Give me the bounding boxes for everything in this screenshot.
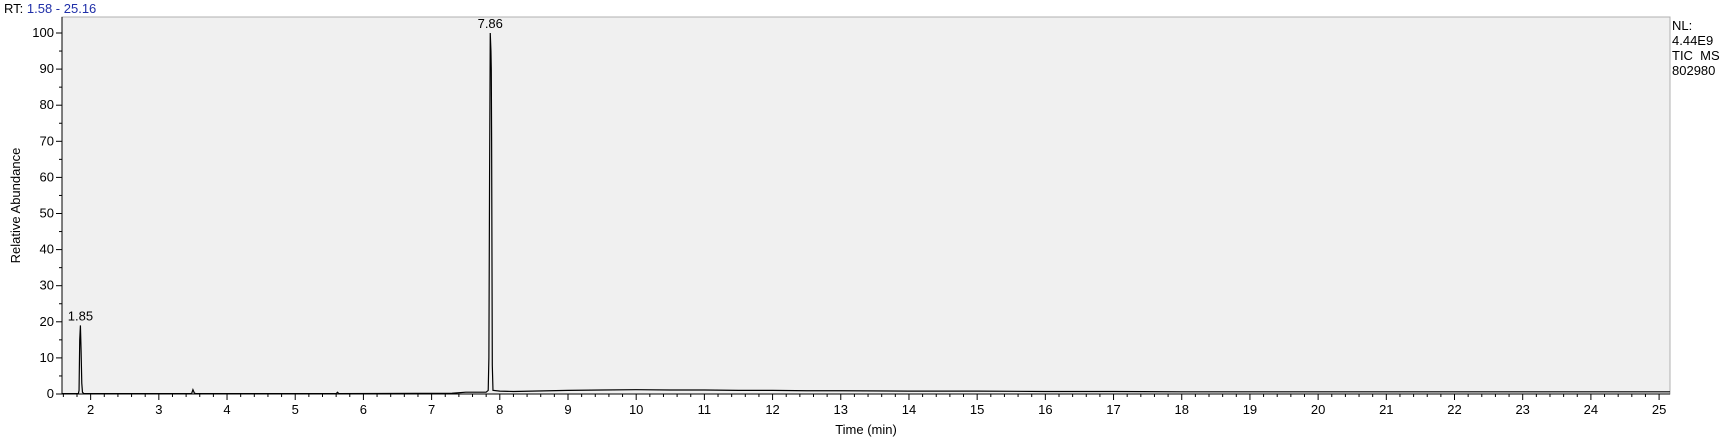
y-tick-label: 10	[40, 350, 54, 365]
x-tick-label: 16	[1038, 402, 1052, 417]
x-tick-label: 12	[765, 402, 779, 417]
x-tick-label: 3	[155, 402, 162, 417]
y-tick-label: 40	[40, 242, 54, 257]
x-tick-label: 9	[564, 402, 571, 417]
peak-label: 7.86	[478, 16, 503, 31]
y-tick-label: 60	[40, 169, 54, 184]
y-axis: 0 10 20 30 40 50 60 70 80 90 100	[32, 17, 63, 401]
nl-value: 4.44E9	[1672, 33, 1714, 48]
plot-area	[61, 16, 1671, 395]
y-axis-title: Relative Abundance	[8, 148, 23, 264]
x-tick-label: 24	[1584, 402, 1598, 417]
x-tick-label: 21	[1379, 402, 1393, 417]
x-tick-label: 7	[428, 402, 435, 417]
peak-labels: 1.85 7.86	[68, 16, 503, 323]
y-tick-label: 20	[40, 314, 54, 329]
rt-range-value: 1.58 - 25.16	[26, 1, 97, 16]
x-tick-label: 11	[698, 402, 712, 417]
x-tick-label: 14	[902, 402, 916, 417]
y-tick-label: 80	[40, 97, 54, 112]
x-tick-label: 2	[87, 402, 94, 417]
rt-range-label: RT: 1.58 - 25.16	[4, 1, 96, 16]
x-tick-label: 17	[1106, 402, 1120, 417]
series-line-tic	[62, 32, 1670, 395]
rt-prefix: RT:	[4, 1, 24, 16]
y-tick-label: 90	[40, 61, 54, 76]
x-tick-label: 18	[1175, 402, 1189, 417]
x-tick-label: 4	[223, 402, 230, 417]
x-tick-label: 22	[1447, 402, 1461, 417]
x-tick-label: 19	[1243, 402, 1257, 417]
y-tick-label: 0	[47, 386, 54, 401]
x-tick-label: 15	[970, 402, 984, 417]
x-tick-label: 13	[834, 402, 848, 417]
x-tick-label: 10	[629, 402, 643, 417]
nl-label: NL:	[1672, 18, 1693, 33]
x-axis: 2 3 4 5 6 7 8 9 10 11 12 13 14 15 16 17 18 19 20 21 22 23 24 25	[62, 393, 1670, 417]
scan-id: 802980	[1672, 63, 1716, 78]
x-axis-title: Time (min)	[835, 422, 897, 437]
x-tick-label: 20	[1311, 402, 1325, 417]
normalization-info: NL: 4.44E9 TIC MS 802980	[1672, 18, 1720, 78]
x-tick-label: 5	[292, 402, 299, 417]
peak-label: 1.85	[68, 308, 93, 323]
y-tick-label: 30	[40, 278, 54, 293]
y-tick-label: 100	[32, 25, 54, 40]
y-tick-label: 50	[40, 206, 54, 221]
trace-type: TIC MS	[1672, 48, 1720, 63]
y-tick-label: 70	[40, 133, 54, 148]
x-tick-label: 8	[496, 402, 503, 417]
x-tick-label: 23	[1515, 402, 1529, 417]
x-tick-label: 25	[1652, 402, 1666, 417]
x-tick-label: 6	[360, 402, 367, 417]
